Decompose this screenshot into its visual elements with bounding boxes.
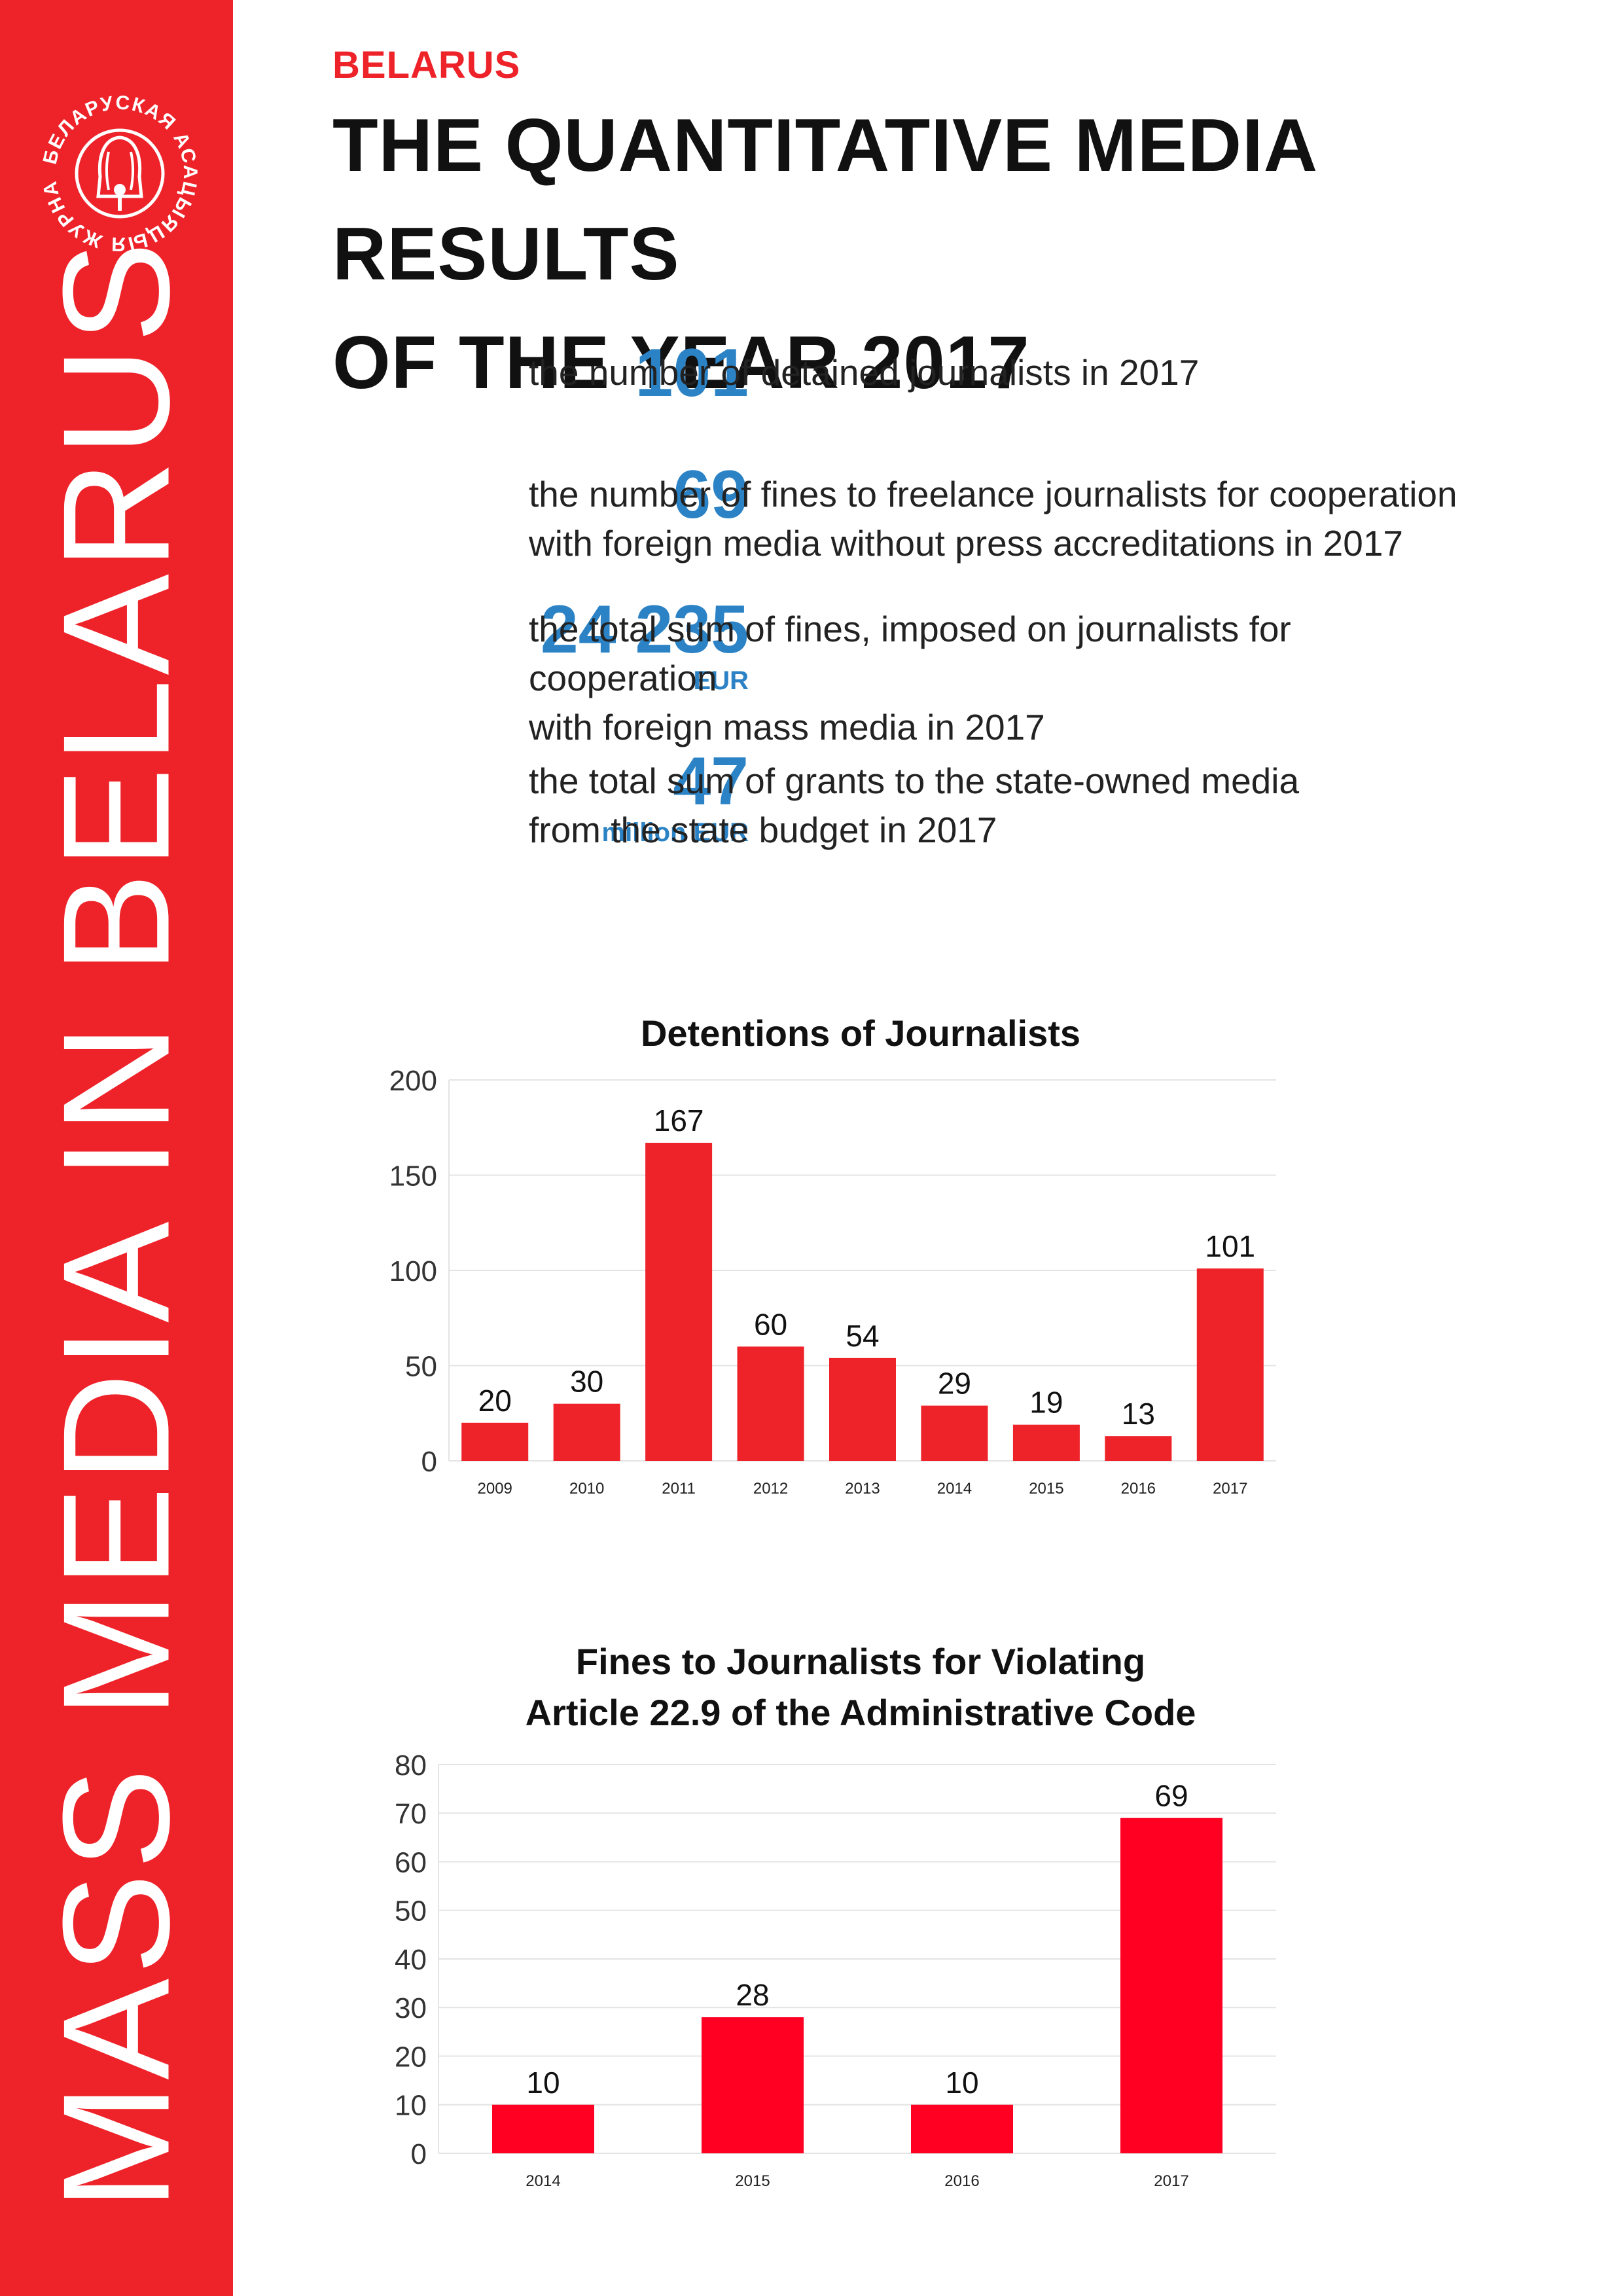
y-tick-label: 10 [395, 2090, 427, 2122]
chart-title-line: Fines to Journalists for Violating [575, 1641, 1146, 1682]
stat-description-line: the number of fines to freelance journal… [529, 474, 1457, 514]
data-label: 60 [754, 1307, 787, 1341]
x-tick-label: 2014 [937, 1480, 972, 1498]
side-band [0, 0, 233, 2296]
stat-description-line: the total sum of grants to the state-own… [529, 761, 1300, 801]
bar-2014 [492, 2104, 594, 2153]
chart-fines: 0 10 20 30 40 50 60 70 80 10 2014 28 2015 10 2016 69 201… [395, 1749, 1276, 2190]
data-label: 20 [478, 1384, 512, 1418]
bar-2009 [461, 1422, 529, 1461]
data-label: 54 [846, 1319, 879, 1353]
bar-2014 [921, 1405, 988, 1461]
y-tick-label: 60 [395, 1846, 427, 1878]
x-tick-label: 2015 [1029, 1480, 1063, 1498]
bar-2016 [1105, 1436, 1172, 1461]
data-label: 28 [736, 1978, 769, 2012]
country-label: BELARUS [332, 44, 521, 86]
y-tick-label: 200 [389, 1065, 437, 1097]
bar-2012 [737, 1346, 804, 1461]
bar-2011 [645, 1143, 713, 1461]
stat-description-line: the total sum of fines, imposed on journ… [529, 609, 1291, 698]
stat-description-line: from the state budget in 2017 [529, 810, 997, 850]
x-tick-label: 2010 [569, 1480, 604, 1498]
stat-description-line: with foreign mass media in 2017 [529, 707, 1045, 747]
x-tick-label: 2014 [526, 2172, 560, 2190]
page-title-line-1: THE QUANTITATIVE MEDIA RESULTS [332, 104, 1315, 296]
y-tick-label: 70 [395, 1798, 427, 1830]
x-tick-label: 2017 [1213, 1480, 1247, 1498]
page-title-line-2: OF THE YEAR 2017 [332, 321, 1030, 404]
bar-2016 [911, 2104, 1013, 2153]
chart-fines-title: Fines to Journalists for Violating Artic… [458, 1636, 1263, 1738]
x-tick-label: 2017 [1154, 2172, 1188, 2190]
stat-description: the total sum of grants to the state-own… [529, 757, 1484, 855]
stat-unit: million EUR [601, 818, 749, 847]
y-tick-label: 0 [411, 2138, 427, 2170]
x-tick-label: 2015 [735, 2172, 770, 2190]
y-tick-label: 30 [395, 1992, 427, 2024]
stat-description: the number of detained journalists in 20… [529, 348, 1484, 397]
data-label: 30 [570, 1365, 603, 1399]
chart-title-line: Article 22.9 of the Administrative Code [525, 1692, 1196, 1733]
data-label: 10 [945, 2066, 978, 2100]
x-tick-label: 2011 [662, 1480, 696, 1498]
stat-description: the number of fines to freelance journal… [529, 470, 1484, 568]
x-tick-label: 2012 [753, 1480, 788, 1498]
data-label: 101 [1205, 1229, 1255, 1263]
bar-2017 [1196, 1268, 1264, 1461]
y-tick-label: 40 [395, 1944, 427, 1976]
x-tick-label: 2016 [944, 2172, 979, 2190]
y-tick-label: 50 [405, 1350, 437, 1382]
data-label: 13 [1122, 1397, 1155, 1431]
stat-number: 101 [635, 335, 749, 411]
y-tick-label: 50 [395, 1895, 427, 1928]
data-label: 29 [938, 1367, 971, 1401]
stat-number: 47 [673, 744, 749, 819]
svg-text:БЕЛАРУСКАЯ АСАЦЫЯЦЫЯ ЖУРНАЛІСТ: БЕЛАРУСКАЯ АСАЦЫЯЦЫЯ ЖУРНАЛІСТАЎ [38, 92, 201, 255]
data-label: 69 [1154, 1779, 1188, 1813]
data-label: 10 [526, 2066, 560, 2100]
y-tick-label: 0 [421, 1446, 437, 1478]
bar-2013 [829, 1357, 896, 1461]
x-tick-label: 2009 [478, 1480, 512, 1498]
stat-number: 24 235 [540, 592, 749, 668]
data-label: 19 [1029, 1386, 1063, 1420]
bar-2010 [553, 1403, 620, 1461]
bar-2015 [702, 2017, 804, 2153]
chart-title-line: Detentions of Journalists [640, 1013, 1081, 1054]
y-tick-label: 150 [389, 1160, 437, 1192]
association-logo: БЕЛАРУСКАЯ АСАЦЫЯЦЫЯ ЖУРНАЛІСТАЎ [38, 92, 201, 255]
y-tick-label: 80 [395, 1749, 427, 1782]
y-tick-label: 20 [395, 2041, 427, 2073]
chart-detentions-title: Detentions of Journalists [458, 1008, 1263, 1059]
x-tick-label: 2013 [845, 1480, 880, 1498]
page-title: THE QUANTITATIVE MEDIA RESULTS OF THE YE… [332, 92, 1510, 418]
bar-2017 [1120, 1818, 1222, 2153]
stat-description: the total sum of fines, imposed on journ… [529, 605, 1484, 752]
bar-2015 [1012, 1424, 1080, 1461]
stat-unit: EUR [693, 666, 749, 695]
x-tick-label: 2016 [1121, 1480, 1156, 1498]
chart-detentions: 0 50 100 150 200 20 2009 30 2010 167 2011 60 2012 54 2… [389, 1065, 1276, 1498]
data-label: 167 [654, 1103, 704, 1138]
stat-description-line: the number of detained journalists in 20… [529, 352, 1200, 393]
y-tick-label: 100 [389, 1255, 437, 1287]
stat-number: 69 [673, 457, 749, 533]
stat-description-line: with foreign media without press accredi… [529, 523, 1404, 564]
